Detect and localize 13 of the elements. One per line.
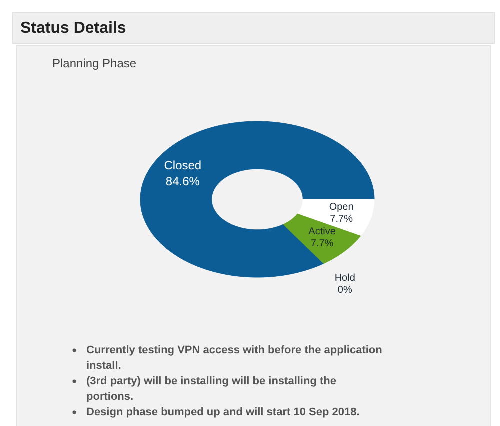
slice-label: Open [329, 202, 354, 213]
text: 0% [338, 284, 352, 296]
text: (3rd party) will be installing will be installing the portions. [86, 376, 336, 403]
chart-title: Status Details [20, 20, 126, 37]
data-label: 84.6% [166, 174, 200, 188]
slice-label: Closed [164, 158, 202, 172]
text: Currently testing VPN access with before the application install. [86, 344, 383, 372]
text: Design phase bumped up and will start 10 Sep 2018. [86, 406, 360, 418]
data-label: 7.7% [310, 238, 334, 250]
chart-subtitle: Planning Phase [52, 56, 137, 70]
category-label: Hold [334, 272, 356, 284]
slice-label: Active [308, 226, 336, 238]
data-label: 7.7% [330, 214, 354, 225]
